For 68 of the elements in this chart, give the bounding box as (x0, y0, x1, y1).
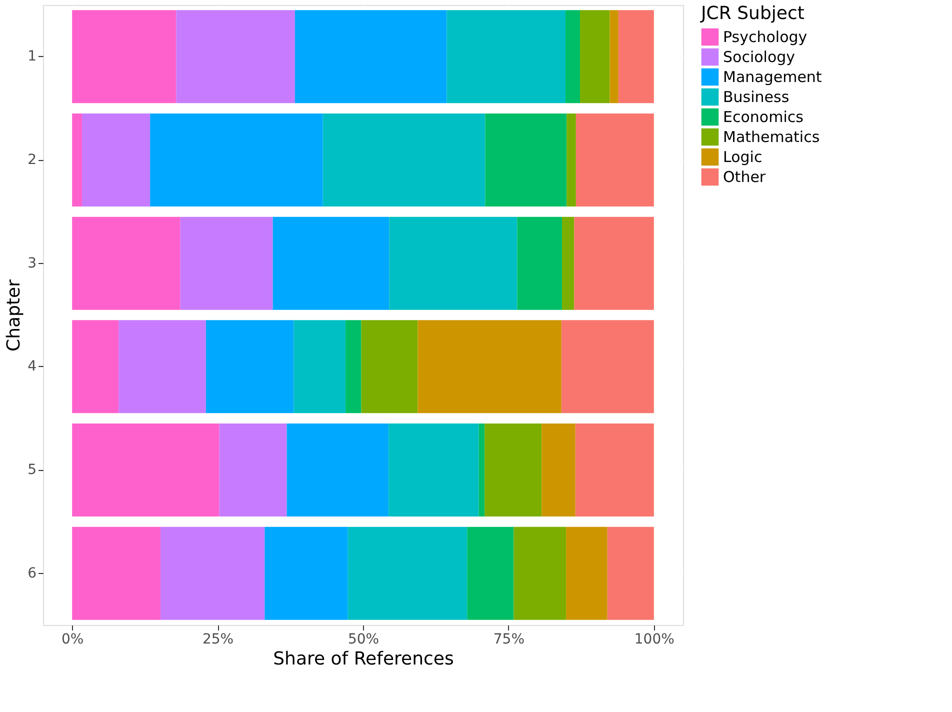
bar (566, 114, 576, 206)
bar (542, 424, 576, 516)
bar (72, 10, 176, 104)
bar (180, 216, 273, 310)
bar (294, 320, 346, 414)
y-tick-label: 1 (28, 48, 36, 65)
x-tick-label: 75% (493, 632, 525, 648)
bar (446, 10, 566, 104)
bar (514, 526, 566, 620)
y-tick-label: 4 (28, 358, 37, 375)
bar (580, 10, 610, 104)
bar (176, 10, 295, 104)
bar (219, 424, 287, 516)
bar (264, 526, 348, 620)
bar (286, 424, 389, 516)
bar (72, 526, 161, 620)
bar (388, 424, 479, 516)
bar (562, 216, 574, 310)
bar (72, 114, 82, 206)
bar (607, 526, 654, 620)
legend-label: Logic (723, 148, 762, 166)
x-tick-label: 100% (634, 632, 674, 648)
bar (346, 320, 362, 414)
bar (566, 526, 608, 620)
legend-label: Mathematics (723, 128, 820, 146)
bar (72, 216, 180, 310)
y-tick-label: 2 (28, 152, 36, 168)
x-tick-label: 25% (202, 632, 234, 648)
x-tick-label: 50% (348, 632, 380, 648)
y-axis-title: Chapter (4, 278, 25, 352)
legend-label: Business (723, 88, 790, 106)
legend-label: Management (723, 68, 822, 86)
legend-label: Other (723, 168, 766, 186)
bar (478, 424, 485, 516)
legend-label: Psychology (723, 28, 808, 46)
legend-label: Economics (723, 108, 804, 126)
bar (576, 114, 654, 206)
bar (618, 10, 654, 104)
bar (206, 320, 294, 414)
bar (418, 320, 562, 414)
bar (160, 526, 265, 620)
x-tick-label: 0% (61, 632, 84, 648)
y-tick-label: 3 (28, 255, 36, 272)
bar (322, 114, 486, 206)
bar (118, 320, 206, 414)
bar (150, 114, 323, 206)
legend-label: Sociology (723, 48, 796, 66)
bar (517, 216, 562, 310)
bar (574, 216, 654, 310)
bar (72, 424, 220, 516)
bar (361, 320, 418, 414)
bar (565, 10, 580, 104)
bar (389, 216, 518, 310)
bar (348, 526, 468, 620)
bar (575, 424, 654, 516)
y-tick-label: 6 (28, 565, 37, 582)
x-axis-title: Share of References (273, 648, 454, 670)
bar (72, 320, 119, 414)
bar (610, 10, 618, 104)
y-tick-label: 5 (28, 462, 36, 478)
bar (484, 424, 542, 516)
bar (467, 526, 514, 620)
bar (485, 114, 567, 206)
bar (82, 114, 150, 206)
bar (272, 216, 390, 310)
bar (294, 10, 447, 104)
bar (561, 320, 654, 414)
legend-title: JCR Subject (700, 3, 804, 24)
